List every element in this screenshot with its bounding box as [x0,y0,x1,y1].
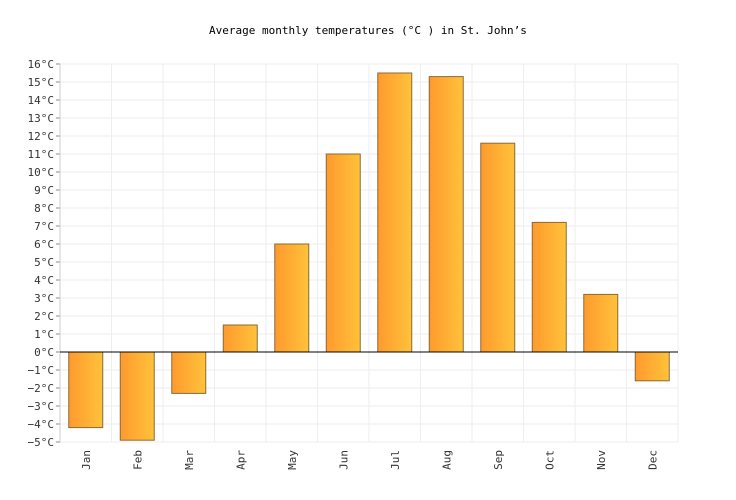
y-tick-label: 13°C [28,112,55,125]
bar-feb [119,351,155,441]
bar-layer [68,72,670,441]
y-tick-label: −1°C [28,364,55,377]
y-tick-label: 3°C [34,292,54,305]
y-tick-label: 9°C [34,184,54,197]
bar-dec [634,351,670,382]
x-tick-label: Apr [234,450,247,470]
y-tick-label: 8°C [34,202,54,215]
x-tick-label: Jul [389,450,402,470]
y-tick-label: 6°C [34,238,54,251]
y-tick-label: −4°C [28,418,55,431]
x-tick-label: Nov [595,450,608,470]
y-tick-label: 5°C [34,256,54,269]
y-tick-label: 15°C [28,76,55,89]
x-tick-label: Aug [440,450,453,470]
bar-nov [583,293,619,353]
x-tick-label: May [286,450,299,470]
label-layer: −5°C −4°C −3°C −2°C −1°C 0°C 1°C 2°C 3°C 4°C 5°C 6°… [28,58,660,470]
bar-jun [325,153,361,353]
bar-aug [428,76,464,353]
x-tick-label: Oct [543,450,556,470]
x-tick-label: Feb [131,450,144,470]
axis-layer [56,63,678,443]
y-tick-label: 14°C [28,94,55,107]
y-tick-label: 16°C [28,58,55,71]
x-tick-label: Jan [80,450,93,470]
chart-title: Average monthly temperatures (°C ) in St… [209,24,527,37]
x-tick-label: Sep [492,450,505,470]
y-tick-label: 2°C [34,310,54,323]
y-tick-label: 12°C [28,130,55,143]
y-tick-label: −3°C [28,400,55,413]
bar-may [274,243,310,353]
y-tick-label: −5°C [28,436,55,449]
x-tick-label: Jun [337,450,350,470]
bar-jan [68,351,104,429]
y-tick-label: 11°C [28,148,55,161]
x-tick-label: Dec [646,450,659,470]
y-tick-label: 4°C [34,274,54,287]
bar-jul [377,72,413,353]
y-tick-label: 0°C [34,346,54,359]
y-tick-label: 10°C [28,166,55,179]
bar-mar [171,351,207,394]
bar-sep [480,142,516,353]
y-tick-label: 7°C [34,220,54,233]
bar-oct [531,221,567,353]
y-tick-label: −2°C [28,382,55,395]
y-tick-label: 1°C [34,328,54,341]
bar-apr [222,324,258,353]
x-tick-label: Mar [183,450,196,470]
